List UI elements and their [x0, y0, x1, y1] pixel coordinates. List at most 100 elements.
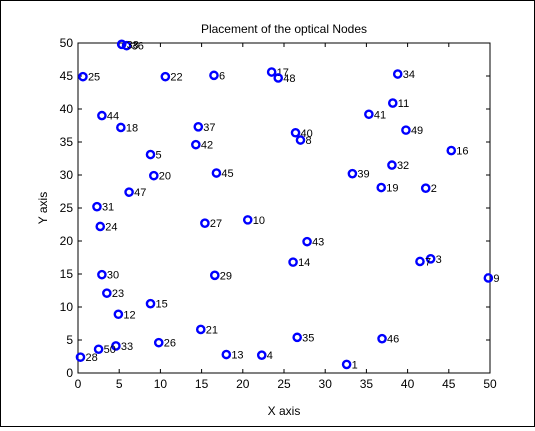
node-label-41: 41: [374, 109, 386, 121]
node-marker-45: [211, 168, 222, 178]
x-tick-label: 0: [75, 377, 82, 391]
y-tick-label: 40: [60, 102, 74, 116]
node-label-43: 43: [312, 237, 324, 249]
node-marker-31: [92, 201, 102, 212]
y-tick-label: 50: [60, 36, 74, 50]
node-marker-32: [387, 160, 397, 170]
y-tick-label: 10: [60, 300, 74, 314]
node-marker-3: [425, 254, 436, 264]
node-marker-5: [145, 149, 156, 160]
y-tick-label: 35: [60, 135, 74, 149]
node-marker-36: [121, 40, 132, 51]
node-label-16: 16: [456, 146, 468, 158]
node-label-30: 30: [107, 270, 119, 282]
node-marker-13: [221, 349, 232, 360]
node-marker-17: [266, 67, 277, 77]
y-tick-label: 20: [60, 234, 74, 248]
node-marker-23: [102, 288, 112, 298]
node-label-13: 13: [231, 350, 243, 362]
node-marker-50: [93, 344, 104, 355]
node-marker-26: [153, 337, 164, 348]
chart-title: Placement of the optical Nodes: [201, 22, 367, 36]
node-label-23: 23: [112, 288, 124, 300]
node-label-19: 19: [386, 183, 398, 195]
y-tick-label: 0: [66, 366, 73, 380]
node-marker-9: [483, 273, 494, 283]
node-label-36: 36: [132, 41, 144, 53]
node-label-10: 10: [253, 215, 265, 227]
x-tick-label: 15: [195, 377, 209, 391]
node-label-46: 46: [387, 334, 399, 346]
y-tick-label: 5: [66, 333, 73, 347]
node-label-11: 11: [398, 98, 409, 110]
node-label-50: 50: [104, 344, 116, 356]
x-tick-label: 40: [401, 377, 415, 391]
node-label-35: 35: [302, 332, 314, 344]
node-label-12: 12: [123, 309, 135, 321]
node-marker-29: [209, 270, 220, 281]
x-tick-label: 30: [319, 377, 333, 391]
node-label-9: 9: [493, 273, 499, 285]
node-label-18: 18: [126, 122, 138, 134]
node-marker-35: [292, 332, 302, 343]
y-tick-label: 30: [60, 168, 74, 182]
node-label-20: 20: [159, 171, 171, 183]
x-tick-label: 50: [483, 377, 497, 391]
node-marker-46: [377, 333, 387, 344]
node-label-24: 24: [105, 221, 117, 233]
node-marker-44: [97, 110, 107, 121]
node-label-32: 32: [397, 160, 409, 172]
node-label-38: 38: [127, 39, 139, 51]
node-label-3: 3: [436, 254, 442, 266]
node-label-31: 31: [102, 202, 114, 214]
node-marker-27: [200, 218, 210, 228]
node-marker-21: [195, 324, 206, 335]
node-label-14: 14: [298, 257, 310, 269]
node-marker-15: [145, 298, 156, 309]
node-marker-25: [78, 71, 88, 82]
node-label-6: 6: [219, 70, 225, 82]
node-label-42: 42: [201, 140, 213, 152]
node-label-25: 25: [88, 72, 100, 84]
node-marker-41: [364, 109, 374, 120]
node-label-7: 7: [425, 256, 431, 268]
node-label-47: 47: [134, 187, 146, 199]
node-label-44: 44: [107, 111, 119, 123]
node-marker-30: [97, 269, 107, 280]
node-label-26: 26: [164, 338, 176, 350]
node-label-29: 29: [220, 270, 232, 282]
node-marker-14: [288, 257, 298, 267]
node-label-45: 45: [221, 168, 233, 180]
node-marker-20: [149, 170, 159, 181]
node-marker-47: [124, 187, 134, 197]
node-marker-43: [302, 236, 312, 247]
node-marker-42: [191, 139, 201, 150]
node-label-37: 37: [203, 122, 215, 134]
node-marker-34: [392, 69, 403, 79]
node-label-15: 15: [156, 299, 168, 311]
node-label-2: 2: [431, 183, 437, 195]
x-tick-label: 45: [442, 377, 456, 391]
x-tick-label: 5: [116, 377, 123, 391]
node-marker-1: [341, 359, 352, 370]
y-tick-label: 45: [60, 69, 74, 83]
x-tick-label: 10: [154, 377, 168, 391]
node-label-33: 33: [121, 341, 133, 353]
node-marker-19: [376, 182, 387, 193]
y-tick-label: 15: [60, 267, 74, 281]
plot-area: [77, 42, 491, 374]
node-marker-12: [113, 309, 124, 320]
node-marker-48: [273, 73, 284, 83]
node-marker-28: [75, 352, 86, 362]
node-marker-40: [290, 127, 301, 138]
node-label-28: 28: [85, 352, 97, 364]
node-marker-7: [415, 256, 425, 267]
node-label-1: 1: [352, 359, 358, 371]
node-label-5: 5: [156, 150, 162, 162]
node-marker-37: [193, 122, 204, 132]
node-marker-22: [160, 71, 171, 82]
node-marker-39: [347, 168, 358, 179]
